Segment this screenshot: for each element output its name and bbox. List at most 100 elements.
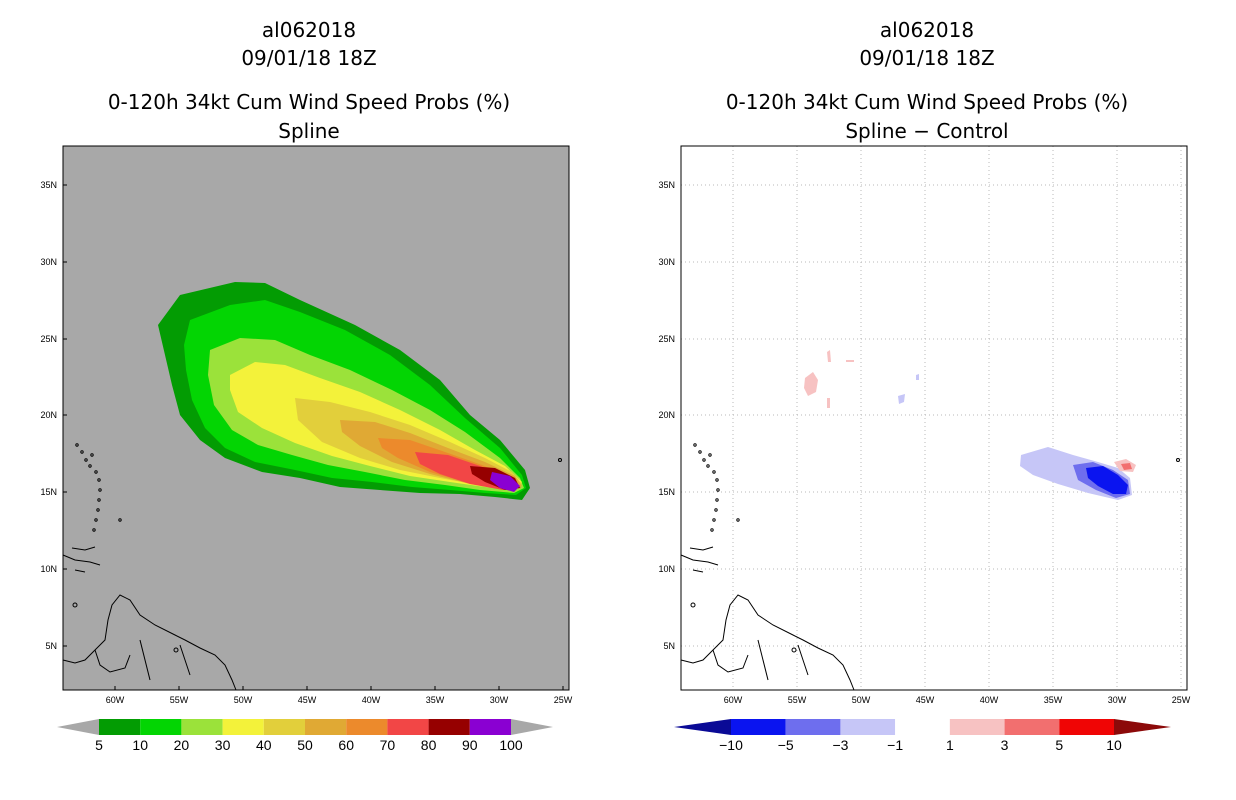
lon-label: 50W — [852, 695, 871, 705]
lat-label: 15N — [658, 487, 675, 497]
left-title-method: Spline — [278, 119, 340, 143]
colorbar-label: 50 — [297, 737, 313, 753]
colorbar-label: 10 — [132, 737, 148, 753]
colorbar-right-extension — [511, 719, 553, 735]
left-title-time: 09/01/18 18Z — [241, 46, 377, 70]
lon-label: 25W — [1172, 695, 1191, 705]
diff-pos-small — [804, 372, 818, 396]
right-panel: al062018 09/01/18 18Z 0-120h 34kt Cum Wi… — [618, 0, 1236, 800]
colorbar-swatch — [1059, 719, 1114, 735]
colorbar-swatch — [140, 719, 182, 735]
left-panel: al062018 09/01/18 18Z 0-120h 34kt Cum Wi… — [40, 18, 573, 753]
lon-label: 40W — [980, 695, 999, 705]
colorbar-label: 40 — [256, 737, 272, 753]
colorbar-label: 100 — [499, 737, 523, 753]
lon-label: 30W — [1108, 695, 1127, 705]
colorbar-left-extension — [57, 719, 99, 735]
diff-pos-small — [827, 350, 831, 362]
lat-label: 20N — [658, 410, 675, 420]
lat-label: 30N — [658, 257, 675, 267]
lat-label: 35N — [40, 180, 57, 190]
colorbar-label: 70 — [380, 737, 396, 753]
graticule — [681, 146, 1187, 690]
colorbar-swatch — [731, 719, 786, 735]
colorbar-swatch — [895, 719, 950, 735]
right-title-product: 0-120h 34kt Cum Wind Speed Probs (%) — [725, 90, 1129, 114]
lon-label: 45W — [916, 695, 935, 705]
diff-neg-small — [898, 394, 905, 404]
colorbar-right-extension — [1114, 719, 1171, 735]
colorbar-swatch — [99, 719, 141, 735]
colorbar-swatch — [181, 719, 223, 735]
colorbar-label: −5 — [778, 737, 794, 753]
lon-label: 55W — [170, 695, 189, 705]
colorbar-label: 3 — [1001, 737, 1009, 753]
lon-label: 45W — [298, 695, 317, 705]
diff-pos-small — [846, 360, 854, 362]
right-lat-axis: 35N 30N 25N 20N 15N 10N 5N — [658, 180, 675, 651]
colorbar-swatch — [222, 719, 264, 735]
lat-label: 5N — [663, 641, 675, 651]
colorbar-swatch — [346, 719, 388, 735]
colorbar-label: 10 — [1106, 737, 1122, 753]
lat-label: 20N — [40, 410, 57, 420]
colorbar-label: 30 — [215, 737, 231, 753]
lat-label: 30N — [40, 257, 57, 267]
lat-label: 25N — [40, 334, 57, 344]
right-title-method: Spline − Control — [845, 119, 1009, 143]
colorbar-label: 80 — [421, 737, 437, 753]
coastlines — [680, 443, 1180, 691]
colorbar-swatch — [949, 719, 1005, 735]
left-map: 35N 30N 25N 20N 15N 10N 5N 60W 55W 50W 4… — [40, 145, 573, 753]
diff-neg-strong — [1086, 466, 1128, 494]
right-colorbar: −10 −5 −3 −1 1 3 5 10 — [674, 719, 1171, 753]
lon-label: 50W — [234, 695, 253, 705]
contour-90 — [490, 472, 520, 492]
colorbar-swatch — [387, 719, 429, 735]
diff-pos-small — [827, 398, 830, 408]
lat-label: 10N — [658, 564, 675, 574]
colorbar-label: −10 — [719, 737, 743, 753]
colorbar-label: 5 — [95, 737, 103, 753]
diff-neg-small — [916, 374, 919, 380]
left-lat-axis: 35N 30N 25N 20N 15N 10N 5N — [40, 180, 67, 651]
colorbar-swatch — [840, 719, 896, 735]
lat-label: 25N — [658, 334, 675, 344]
left-colorbar: 5 10 20 30 40 50 60 70 80 90 100 — [57, 719, 553, 753]
left-map-frame — [62, 145, 570, 691]
lon-label: 60W — [724, 695, 743, 705]
diff-pos-moderate — [1121, 463, 1132, 470]
lon-label: 40W — [362, 695, 381, 705]
colorbar-label: 5 — [1055, 737, 1063, 753]
right-map-background — [681, 146, 1187, 690]
lon-label: 25W — [554, 695, 573, 705]
colorbar-label: 1 — [946, 737, 954, 753]
right-title-time: 09/01/18 18Z — [859, 46, 995, 70]
lat-label: 15N — [40, 487, 57, 497]
lon-label: 55W — [788, 695, 807, 705]
colorbar-swatch — [785, 719, 841, 735]
colorbar-label: −3 — [832, 737, 848, 753]
lon-label: 35W — [426, 695, 445, 705]
lon-label: 35W — [1044, 695, 1063, 705]
right-map-frame — [680, 145, 1188, 691]
difference-field — [804, 350, 1136, 500]
colorbar-swatch — [263, 719, 305, 735]
lon-label: 30W — [490, 695, 509, 705]
right-title-storm: al062018 — [879, 18, 975, 42]
lon-label: 60W — [106, 695, 125, 705]
colorbar-label: 90 — [462, 737, 478, 753]
lat-label: 5N — [45, 641, 57, 651]
left-title-product: 0-120h 34kt Cum Wind Speed Probs (%) — [107, 90, 511, 114]
lat-label: 35N — [658, 180, 675, 190]
probability-swath — [158, 282, 530, 500]
coastlines — [62, 443, 562, 691]
colorbar-label: −1 — [887, 737, 903, 753]
colorbar-swatch — [1004, 719, 1060, 735]
left-lon-axis: 60W 55W 50W 45W 40W 35W 30W 25W — [106, 686, 573, 705]
right-map: 35N 30N 25N 20N 15N 10N 5N 60W 55W 50W 4… — [658, 145, 1191, 753]
colorbar-swatch — [428, 719, 470, 735]
colorbar-left-extension — [674, 719, 731, 735]
colorbar-label: 20 — [174, 737, 190, 753]
colorbar-swatch — [469, 719, 511, 735]
